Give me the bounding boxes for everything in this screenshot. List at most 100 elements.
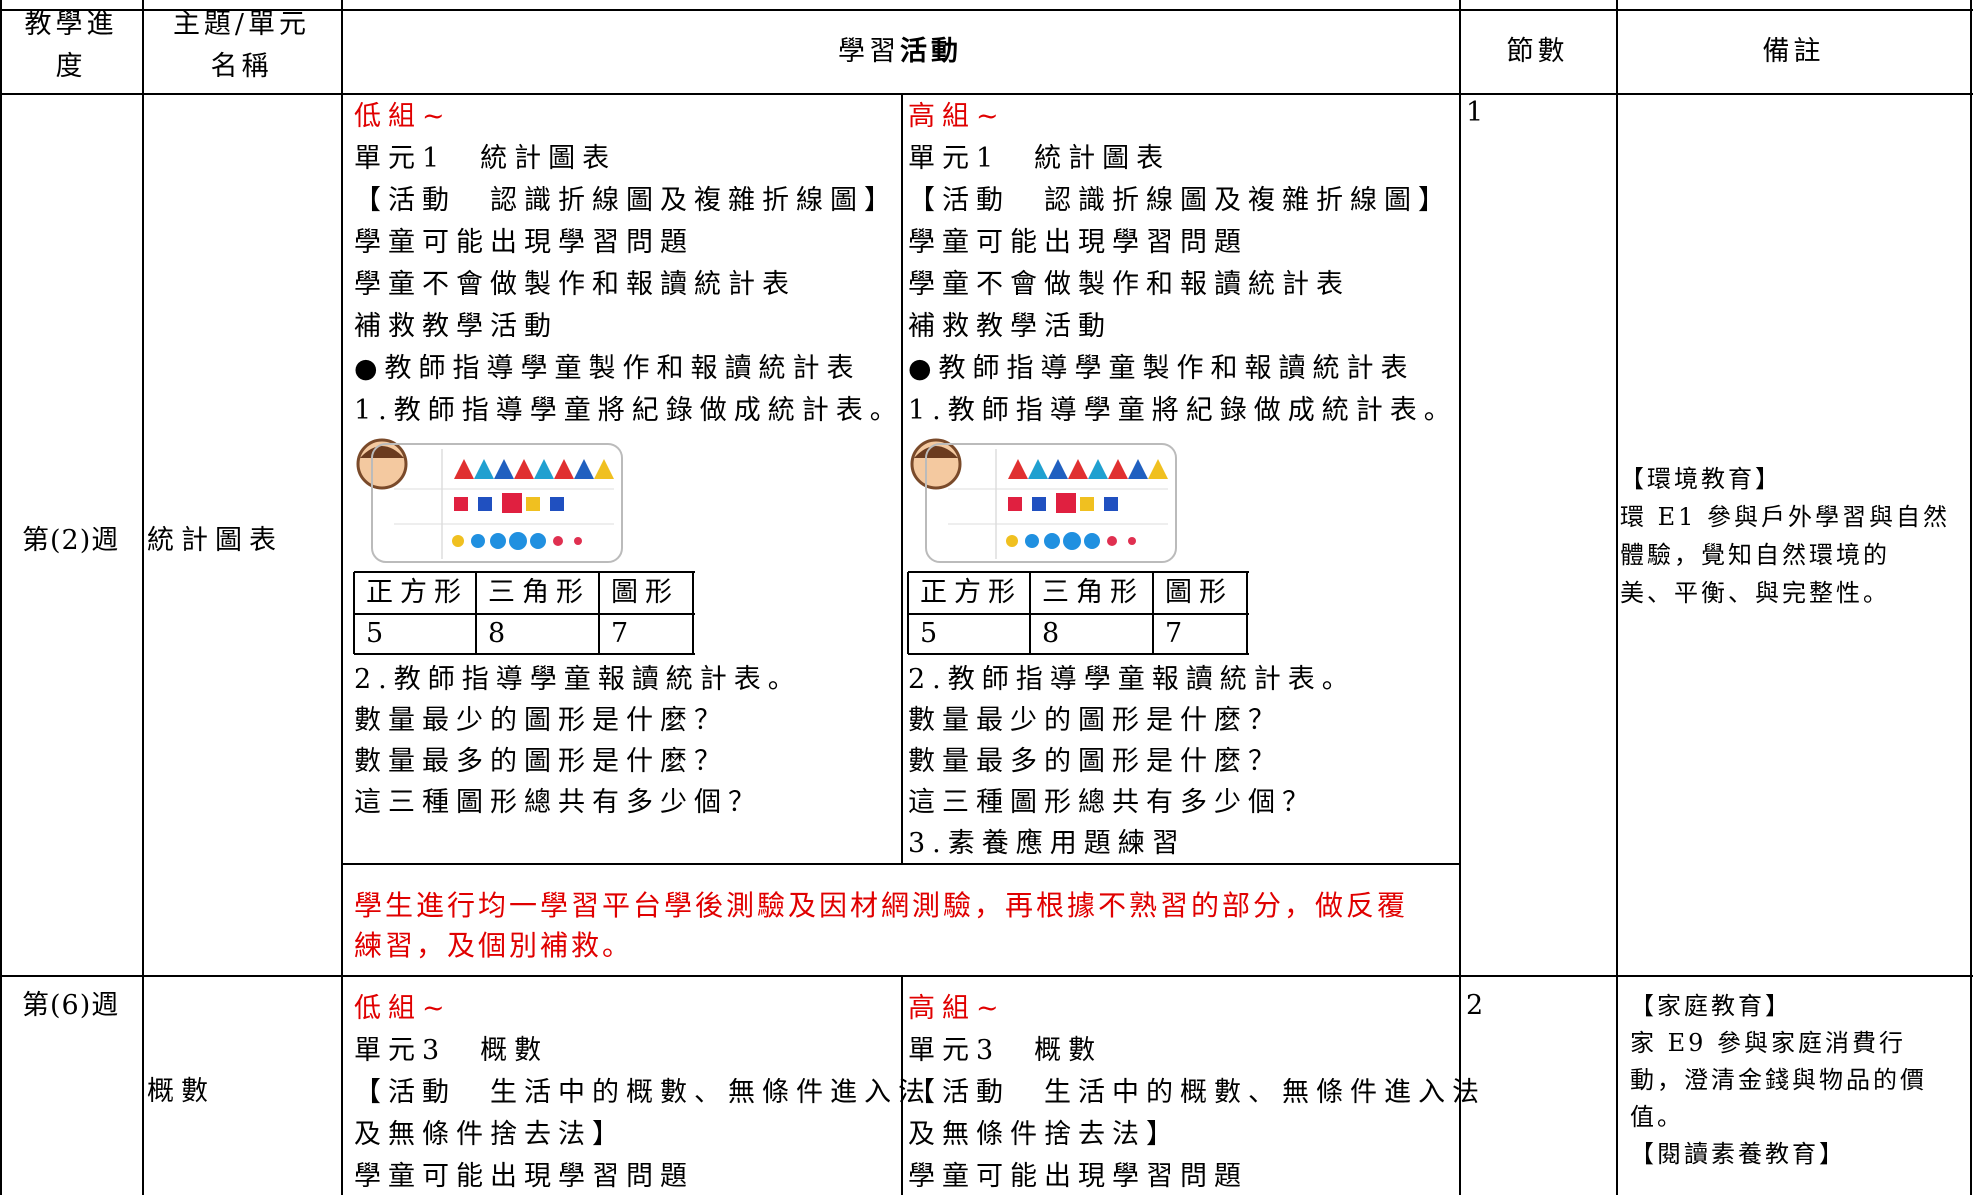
activity-line: 及無條件捨去法】 [354,1119,626,1150]
periods: 2 [1466,990,1491,1021]
illustration [356,438,623,563]
activity-line: 單元1 統計圖表 [354,143,617,174]
table-header: 三角形 [488,577,590,608]
border [0,0,2,1195]
border [475,572,477,654]
remark-line: 體驗，覺知自然環境的 [1620,541,1890,569]
table-cell: 7 [1165,618,1183,649]
activity-line: 學童可能出現學習問題 [354,1161,694,1192]
activity-line: 補救教學活動 [354,311,558,342]
topic: 統計圖表 [147,525,283,556]
activity-header: 學習活動 [341,31,1459,73]
border [0,93,1973,95]
border [341,863,1459,865]
table-header: 圖形 [1165,577,1233,608]
border [0,9,1973,11]
header-cell: 備註 [1762,36,1825,67]
activity-line: 學童可能出現學習問題 [354,227,694,258]
remark-line: 美、平衡、與完整性。 [1620,579,1890,607]
activity-line: 單元1 統計圖表 [908,143,1171,174]
illustration [910,438,1177,563]
border [1029,572,1031,654]
group-label: 低組~ [354,101,452,132]
header-cell: 節數 [1506,36,1569,67]
activity-line: 數量最多的圖形是什麼？ [354,746,728,777]
border [908,571,1249,573]
header-bold: 活動 [900,36,962,67]
activity-line: 2.教師指導學童報讀統計表。 [908,664,1356,695]
border [1459,0,1461,1195]
remark-line: 環 E1 參與戶外學習與自然 [1620,503,1951,531]
border [354,613,695,615]
activity-line: 及無條件捨去法】 [908,1119,1180,1150]
table-cell: 5 [920,618,938,649]
table-header: 正方形 [920,577,1022,608]
activity-line: ●教師指導學童製作和報讀統計表 [354,353,861,384]
table-header: 三角形 [1042,577,1144,608]
activity-line: 學童不會做製作和報讀統計表 [354,269,796,300]
border [907,572,909,654]
activity-line: 數量最多的圖形是什麼？ [908,746,1282,777]
activity-line: ●教師指導學童製作和報讀統計表 [908,353,1415,384]
border [901,94,903,864]
topic: 概數 [147,1076,215,1107]
remark-line: 【家庭教育】 [1630,992,1792,1020]
header-cell: 主題/單元名稱 [172,9,311,82]
activity-line: 1.教師指導學童將紀錄做成統計表。 [908,395,1458,426]
activity-line: 這三種圖形總共有多少個？ [354,787,762,818]
activity-line: 補救教學活動 [908,311,1112,342]
remark-line: 【閱讀素養教育】 [1630,1140,1846,1168]
remark-line: 動，澄清金錢與物品的價 [1630,1066,1927,1094]
activity-line: 1.教師指導學童將紀錄做成統計表。 [354,395,904,426]
table-header: 正方形 [366,577,468,608]
activity-line: 這三種圖形總共有多少個？ [908,787,1316,818]
header-cell: 教學進度 [24,9,118,82]
activity-line: 【活動 生活中的概數、無條件進入法 [354,1077,932,1108]
border [354,571,695,573]
remark-line: 【環境教育】 [1620,465,1782,493]
note-line: 學生進行均一學習平台學後測驗及因材網測驗，再根據不熟習的部分，做反覆 [354,889,1409,922]
activity-line: 單元3 概數 [354,1035,549,1066]
border [692,572,694,654]
table-cell: 8 [488,618,506,649]
table-cell: 7 [611,618,629,649]
activity-line: 【活動 認識折線圖及複雜折線圖】 [354,185,898,216]
border [353,572,355,654]
border [1152,572,1154,654]
activity-line: 2.教師指導學童報讀統計表。 [354,664,802,695]
border [1616,0,1618,1195]
border [908,653,1249,655]
activity-line: 數量最少的圖形是什麼？ [908,705,1282,736]
activity-line: 單元3 概數 [908,1035,1103,1066]
remark-line: 值。 [1630,1103,1684,1131]
table-header: 圖形 [611,577,679,608]
border [598,572,600,654]
group-label: 高組~ [908,101,1006,132]
activity-line: 【活動 認識折線圖及複雜折線圖】 [908,185,1452,216]
border [341,0,343,1195]
week: 第(2)週 [22,525,120,556]
activity-line: 學童不會做製作和報讀統計表 [908,269,1350,300]
group-label: 低組~ [354,993,452,1024]
table-cell: 8 [1042,618,1060,649]
activity-line: 學童可能出現學習問題 [908,227,1248,258]
header-text: 學習 [838,36,900,67]
border [1246,572,1248,654]
activity-line: 學童可能出現學習問題 [908,1161,1248,1192]
border [354,653,695,655]
border [908,613,1249,615]
border [901,976,903,1195]
activity-line: 3.素養應用題練習 [908,828,1186,859]
group-label: 高組~ [908,993,1006,1024]
periods: 1 [1466,97,1491,128]
border [1970,0,1972,1195]
table-cell: 5 [366,618,384,649]
week: 第(6)週 [22,990,120,1021]
note-line: 練習，及個別補救。 [354,929,634,962]
remark-line: 家 E9 參與家庭消費行 [1630,1029,1907,1057]
activity-line: 數量最少的圖形是什麼？ [354,705,728,736]
border [142,0,144,1195]
activity-line: 【活動 生活中的概數、無條件進入法 [908,1077,1486,1108]
border [0,975,1973,977]
